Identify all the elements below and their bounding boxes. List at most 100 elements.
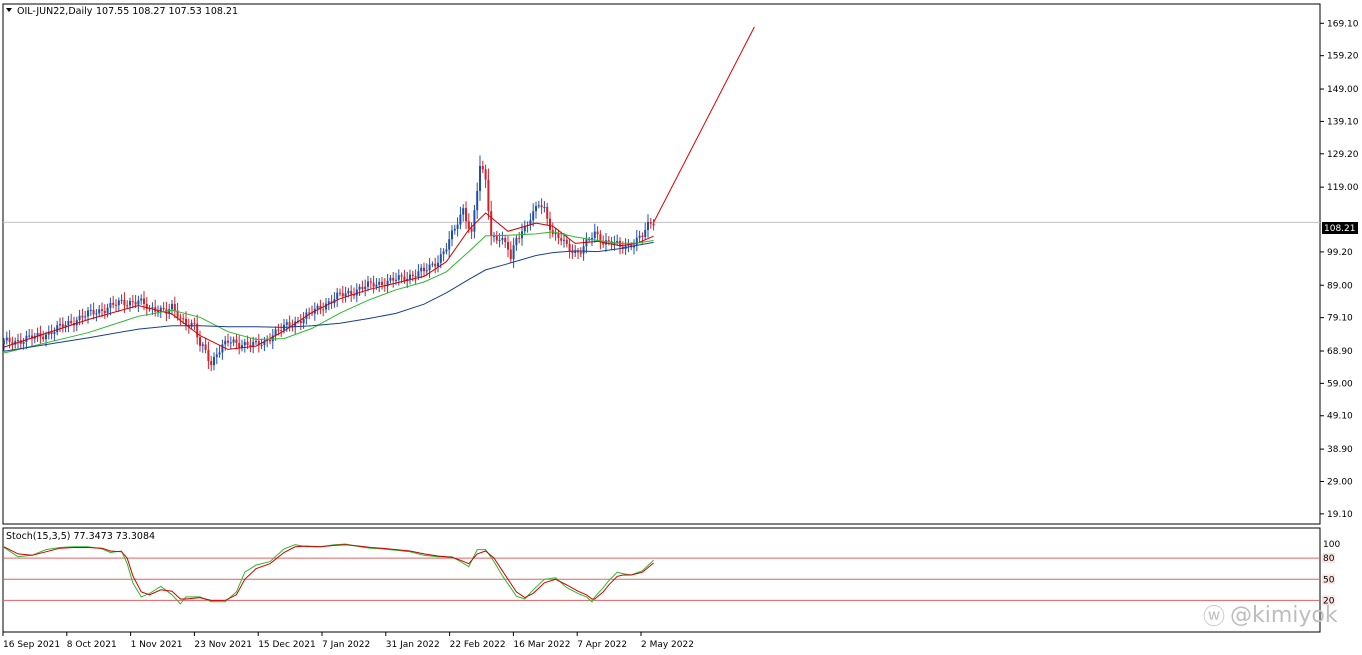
candle-body xyxy=(509,249,512,260)
candle-body xyxy=(389,277,392,281)
candle-body xyxy=(221,344,224,353)
candle-body xyxy=(246,341,249,346)
candle xyxy=(364,279,367,297)
candle xyxy=(593,223,596,243)
candle-body xyxy=(255,341,257,343)
chart-title[interactable]: OIL-JUN22,Daily 107.55 108.27 107.53 108… xyxy=(6,6,238,17)
candle-body xyxy=(36,333,39,337)
candle-body xyxy=(635,237,638,246)
candle xyxy=(367,276,369,292)
candle-body xyxy=(201,344,204,346)
candle-body xyxy=(568,243,571,252)
candle-body xyxy=(14,341,17,345)
candle-body xyxy=(431,263,434,265)
candle-body xyxy=(252,341,255,347)
candle xyxy=(613,235,616,251)
stochastic-panel: 100 80 50 20 xyxy=(2,527,1340,633)
candle-body xyxy=(325,303,327,310)
candle-body xyxy=(409,274,411,279)
candle-body xyxy=(518,237,521,239)
x-tick-label: 23 Nov 2021 xyxy=(194,640,252,650)
candle xyxy=(299,313,302,331)
candle xyxy=(490,200,493,246)
candle xyxy=(350,285,353,302)
candle-body xyxy=(596,231,599,235)
candle xyxy=(87,307,89,324)
candle-body xyxy=(173,303,176,311)
candle xyxy=(476,182,479,219)
candle-body xyxy=(395,279,397,281)
candle xyxy=(652,219,655,231)
candle-body xyxy=(565,239,568,244)
candle-body xyxy=(115,304,117,306)
y-tick-label: 59.00 xyxy=(1327,379,1353,389)
stoch-frame-border xyxy=(2,527,1321,633)
candle xyxy=(442,248,445,262)
candle xyxy=(227,333,229,347)
y-tick-label: 89.00 xyxy=(1327,281,1353,291)
candle xyxy=(56,320,59,336)
candle xyxy=(546,202,549,225)
candle xyxy=(372,275,375,294)
candle-body xyxy=(168,309,171,314)
candle xyxy=(484,164,487,188)
candle-body xyxy=(232,339,235,343)
y-tick-label: 139.10 xyxy=(1327,117,1359,127)
candle-body xyxy=(238,342,241,348)
candle xyxy=(75,316,78,332)
candle-body xyxy=(504,238,507,243)
collapse-triangle-icon[interactable] xyxy=(6,8,12,12)
candle xyxy=(481,160,484,173)
candle xyxy=(381,277,383,290)
candle-body xyxy=(616,240,619,243)
candle-body xyxy=(243,341,246,346)
candle-body xyxy=(414,276,417,278)
candle-body xyxy=(593,231,596,239)
ma-blue-line xyxy=(3,241,654,352)
candle-body xyxy=(42,336,45,340)
candle-body xyxy=(473,210,476,232)
candle-body xyxy=(607,240,610,242)
candle-body xyxy=(537,205,540,207)
candle-body xyxy=(417,271,420,278)
candle-body xyxy=(490,211,493,237)
candle-body xyxy=(145,303,148,309)
candle xyxy=(260,338,263,350)
candle xyxy=(378,277,381,293)
candle xyxy=(509,241,512,263)
y-tick-label: 149.00 xyxy=(1327,85,1359,95)
candle xyxy=(504,234,507,248)
candle xyxy=(218,345,221,358)
candle-body xyxy=(89,309,92,311)
candle-body xyxy=(224,340,227,345)
candle-body xyxy=(571,251,574,254)
candle-body xyxy=(476,191,479,211)
candle xyxy=(501,231,504,245)
y-tick-label: 129.20 xyxy=(1327,150,1359,160)
x-tick-label: 7 Jan 2022 xyxy=(322,640,370,650)
y-tick-label: 68.90 xyxy=(1327,347,1353,357)
moving-averages xyxy=(3,212,654,354)
candle-body xyxy=(8,337,11,342)
price-axis: 169.10 159.20 149.00 139.10 129.20 119.00 99.2… xyxy=(1320,19,1359,520)
candle xyxy=(428,258,431,278)
candle-body xyxy=(378,281,381,285)
candle xyxy=(311,305,313,317)
candle xyxy=(389,274,392,284)
candle xyxy=(280,323,283,337)
candle-body xyxy=(507,242,509,250)
candle-body xyxy=(143,298,145,304)
candle-body xyxy=(563,239,565,241)
candle-body xyxy=(322,309,325,311)
candle-body xyxy=(386,280,389,287)
stoch-main-line xyxy=(3,543,654,605)
candle-body xyxy=(501,238,504,241)
candle-body xyxy=(465,208,467,222)
last-price-box xyxy=(1322,222,1358,234)
candle xyxy=(479,155,481,201)
candle xyxy=(196,314,199,345)
candle xyxy=(361,280,364,293)
candle-body xyxy=(185,318,187,325)
candle-body xyxy=(285,322,288,325)
stoch-signal-line xyxy=(3,544,654,601)
